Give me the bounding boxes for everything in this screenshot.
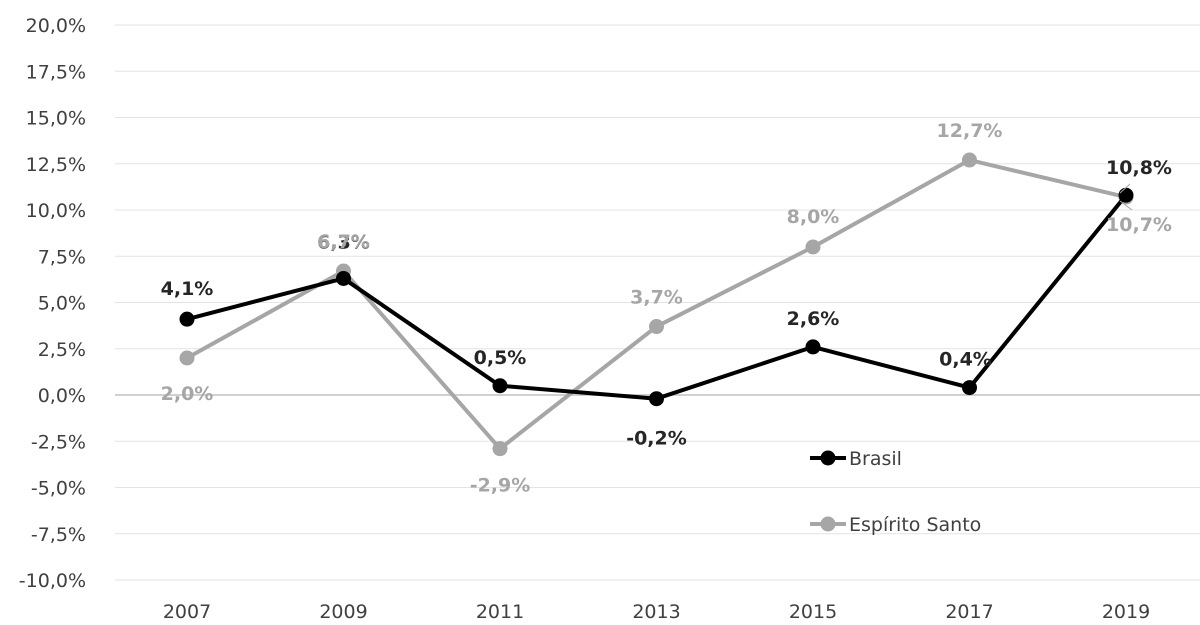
data-point: [1118, 187, 1134, 203]
data-point: [179, 311, 195, 327]
data-label: 8,0%: [787, 206, 840, 228]
y-tick-label: -5,0%: [31, 478, 86, 500]
y-tick-label: -7,5%: [31, 524, 86, 546]
x-tick-label: 2015: [789, 601, 837, 623]
data-point: [492, 378, 508, 394]
x-tick-label: 2011: [476, 601, 524, 623]
y-tick-label: -10,0%: [19, 570, 86, 592]
legend-label: Espírito Santo: [849, 514, 981, 536]
y-tick-label: 10,0%: [26, 200, 86, 222]
data-point: [649, 319, 664, 335]
data-label: 0,5%: [474, 347, 527, 369]
data-label: 6,7%: [317, 231, 370, 253]
data-label: 12,7%: [937, 120, 1003, 142]
data-label: 6,3%: [317, 231, 370, 253]
y-tick-label: 7,5%: [38, 246, 86, 268]
legend-label: Brasil: [849, 448, 902, 470]
x-tick-label: 2017: [945, 601, 993, 623]
series-layer: [179, 152, 1134, 457]
y-tick-label: 12,5%: [26, 154, 86, 176]
x-tick-label: 2019: [1102, 601, 1150, 623]
leader-line: [1119, 183, 1131, 194]
data-label: 0,4%: [939, 349, 992, 371]
y-tick-label: 17,5%: [26, 61, 86, 83]
y-tick-label: -2,5%: [31, 431, 86, 453]
x-tick-label: 2009: [319, 601, 367, 623]
data-labels: 4,1% 6,3% 0,5% -0,2% 2,6% 0,4% 10,8% 2,0% 6,7% -2…: [161, 120, 1172, 497]
legend: Brasil Espírito Santo: [810, 448, 981, 536]
x-tick-label: 2007: [163, 601, 211, 623]
data-label: 3,7%: [630, 287, 683, 309]
y-tick-label: 5,0%: [38, 293, 86, 315]
y-tick-label: 15,0%: [26, 108, 86, 130]
data-point: [962, 380, 977, 396]
series-brasil: [179, 187, 1134, 407]
data-label: 4,1%: [161, 278, 214, 300]
data-point: [962, 152, 977, 168]
data-point: [649, 391, 664, 407]
data-label: -2,9%: [470, 475, 531, 497]
y-tick-label: 2,5%: [38, 339, 86, 361]
data-point: [336, 270, 351, 286]
data-label: 2,0%: [161, 383, 214, 405]
data-label: -0,2%: [626, 428, 687, 450]
data-point: [805, 339, 821, 355]
data-point: [179, 350, 195, 366]
leader-line: [1119, 200, 1133, 211]
legend-marker: [820, 516, 836, 532]
data-label: 10,7%: [1106, 214, 1172, 236]
data-label: 2,6%: [787, 308, 840, 330]
x-tick-label: 2013: [632, 601, 680, 623]
data-point: [492, 441, 508, 457]
legend-marker: [820, 450, 836, 466]
y-tick-label: 20,0%: [26, 15, 86, 37]
x-axis-tick-labels: 2007 2009 2011 2013 2015 2017 2019: [163, 601, 1150, 623]
y-axis-tick-labels: 20,0% 17,5% 15,0% 12,5% 10,0% 7,5% 5,0% 2,5% 0,0…: [19, 15, 86, 592]
data-label: 10,8%: [1106, 157, 1172, 179]
legend-item-brasil: Brasil: [810, 448, 902, 470]
y-tick-label: 0,0%: [38, 385, 86, 407]
data-point: [805, 239, 821, 255]
legend-item-espirito-santo: Espírito Santo: [810, 514, 981, 536]
